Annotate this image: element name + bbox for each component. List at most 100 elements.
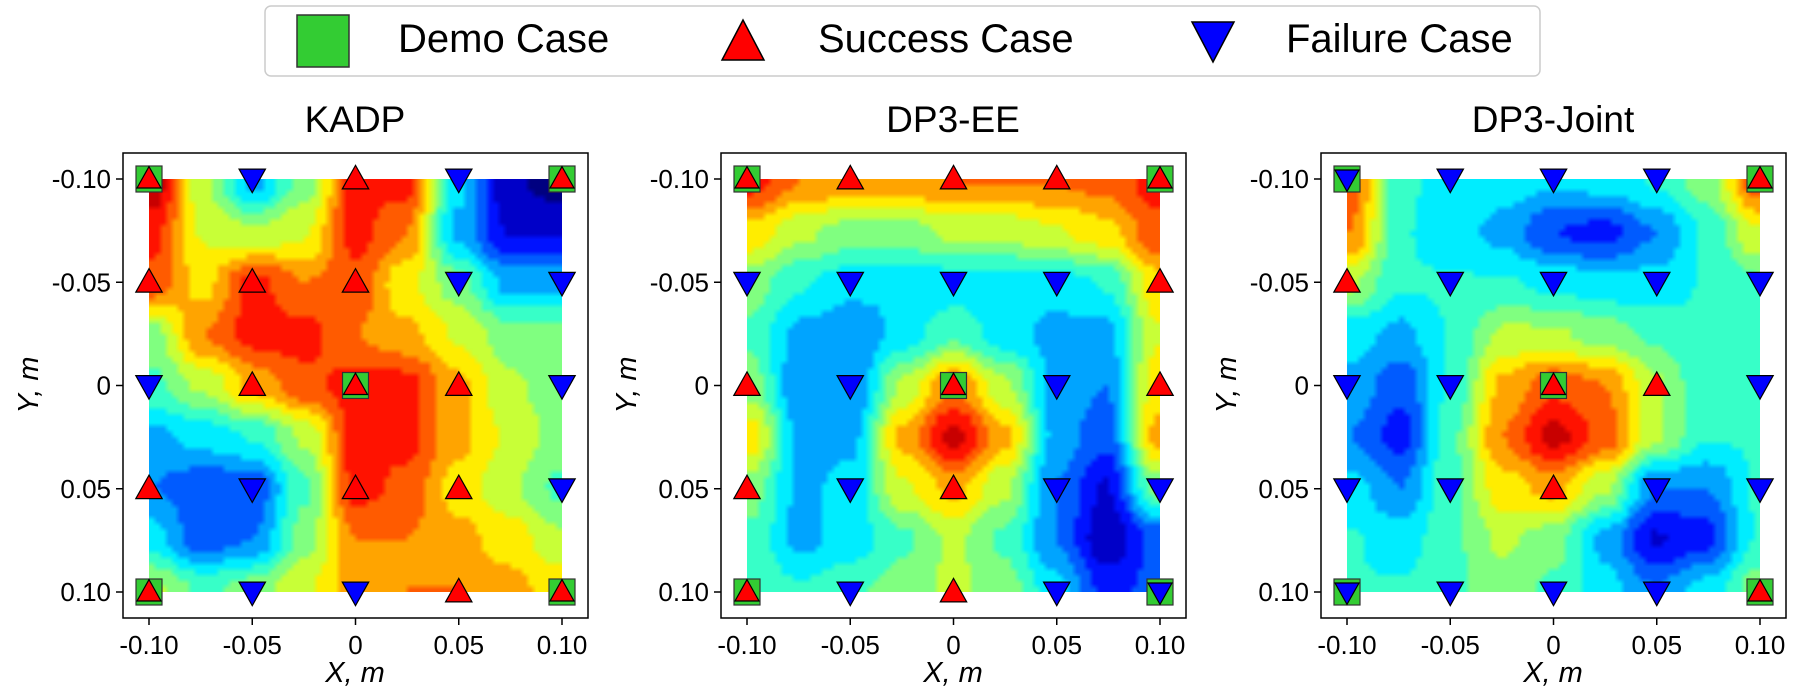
failure-marker (444, 271, 473, 298)
failure-marker (547, 375, 577, 401)
failure-marker (732, 271, 762, 298)
y-tick-label: 0.05 (1258, 474, 1309, 504)
failure-marker (1042, 478, 1071, 504)
success-marker (1540, 371, 1567, 396)
success-marker (134, 267, 164, 293)
x-ticks: -0.10 -0.05 0 0.05 0.10 (717, 618, 1185, 660)
failure-marker (1436, 375, 1465, 401)
legend: Demo Case Success Case Failure Case (264, 5, 1541, 77)
success-marker (1642, 370, 1671, 396)
x-ticks: -0.10 -0.05 0 0.05 0.10 (119, 618, 587, 660)
failure-marker (1436, 581, 1465, 607)
x-tick-label: 0 (348, 630, 362, 660)
y-tick-label: -0.05 (1250, 267, 1309, 297)
y-tick-label: -0.05 (650, 267, 709, 297)
markers (1332, 165, 1775, 607)
markers (732, 164, 1175, 607)
failure-marker (836, 375, 865, 401)
x-tick-label: 0 (946, 630, 960, 660)
failure-marker (134, 375, 164, 401)
failure-marker (1146, 582, 1174, 606)
x-tick-label: 0.05 (433, 630, 484, 660)
success-marker (135, 578, 163, 602)
success-marker (1539, 473, 1568, 500)
failure-marker (836, 581, 865, 607)
y-tick-label: -0.10 (1250, 164, 1309, 194)
success-marker (548, 165, 576, 189)
failure-marker (1539, 168, 1568, 194)
failure-marker (238, 581, 267, 607)
y-axis-label: Y, m (611, 357, 643, 414)
x-tick-label: -0.05 (223, 630, 282, 660)
failure-marker (1642, 168, 1671, 194)
failure-marker (1642, 581, 1671, 607)
failure-marker (1042, 271, 1071, 298)
failure-marker (836, 478, 865, 504)
x-tick-label: -0.10 (119, 630, 178, 660)
failure-marker (1539, 271, 1568, 298)
failure-marker (238, 168, 267, 194)
success-marker (341, 164, 370, 190)
legend-failure-triangle-icon (1190, 21, 1236, 64)
success-marker (1145, 267, 1175, 293)
failure-marker (444, 168, 473, 194)
success-marker (733, 165, 761, 189)
legend-item-demo: Demo Case (296, 14, 609, 68)
markers (134, 164, 577, 607)
y-tick-label: 0.05 (60, 474, 111, 504)
x-tick-label: -0.10 (717, 630, 776, 660)
y-ticks: -0.10 -0.05 0 0.05 0.10 (52, 164, 123, 607)
failure-marker (1332, 375, 1362, 401)
failure-marker (1436, 271, 1465, 298)
y-ticks: -0.10 -0.05 0 0.05 0.10 (1250, 164, 1321, 607)
y-axis-label: Y, m (13, 357, 45, 414)
failure-marker (1539, 581, 1568, 607)
failure-marker (1042, 581, 1071, 607)
x-tick-label: -0.05 (1421, 630, 1480, 660)
success-marker (341, 473, 370, 500)
panel-kadp: KADP -0.10 -0.05 0 0.05 0.10 -0.10 -0.05 0 0.05… (13, 99, 589, 689)
failure-marker (1333, 169, 1361, 193)
failure-marker (1333, 582, 1361, 606)
success-marker (444, 577, 473, 603)
x-tick-label: 0.05 (1031, 630, 1082, 660)
legend-success-label: Success Case (818, 17, 1074, 61)
y-tick-label: 0 (1295, 371, 1309, 401)
y-tick-label: 0.10 (1258, 577, 1309, 607)
x-tick-label: 0 (1546, 630, 1560, 660)
failure-marker (1145, 478, 1175, 504)
y-tick-label: -0.10 (52, 164, 111, 194)
success-marker (444, 370, 473, 396)
success-marker (135, 165, 163, 189)
panel-title: DP3-Joint (1472, 99, 1635, 140)
legend-demo-square-icon (296, 14, 350, 68)
failure-marker (547, 271, 577, 298)
y-tick-label: -0.10 (650, 164, 709, 194)
panel-title: KADP (305, 99, 406, 140)
success-marker (1332, 267, 1362, 293)
y-tick-label: -0.05 (52, 267, 111, 297)
failure-marker (1745, 375, 1775, 401)
y-tick-label: 0 (695, 371, 709, 401)
success-marker (732, 370, 762, 396)
failure-marker (238, 478, 267, 504)
failure-marker (341, 581, 370, 607)
success-marker (444, 473, 473, 500)
success-marker (238, 267, 267, 293)
success-marker (238, 370, 267, 396)
failure-marker (1642, 271, 1671, 298)
x-axis-label: X, m (1522, 657, 1583, 689)
x-tick-label: -0.05 (821, 630, 880, 660)
y-tick-label: 0.05 (658, 474, 709, 504)
y-tick-label: 0.10 (60, 577, 111, 607)
y-axis-label: Y, m (1211, 357, 1243, 414)
success-marker (836, 164, 865, 190)
success-marker (341, 267, 370, 293)
success-marker (732, 473, 762, 500)
legend-success-triangle-icon (720, 18, 766, 61)
failure-marker (939, 271, 968, 298)
failure-marker (1042, 375, 1071, 401)
failure-marker (1436, 478, 1465, 504)
x-tick-label: 0.10 (1735, 630, 1786, 660)
